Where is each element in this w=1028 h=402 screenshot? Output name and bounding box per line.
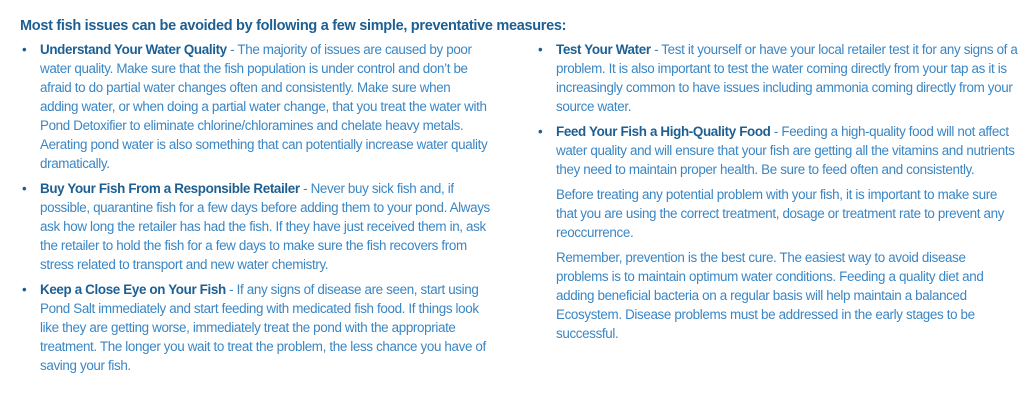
bullet-icon: • — [22, 282, 27, 297]
list-item: • Test Your Water - Test it yourself or h… — [536, 40, 1018, 116]
item-heading: Buy Your Fish From a Responsible Retaile… — [40, 181, 300, 196]
item-heading: Understand Your Water Quality — [40, 42, 227, 57]
item-text: - Test it yourself or have your local re… — [556, 42, 1018, 114]
bullet-icon: • — [538, 124, 543, 139]
list-item: • Buy Your Fish From a Responsible Retail… — [20, 179, 490, 274]
list-item: • Understand Your Water Quality - The maj… — [20, 40, 490, 173]
bullet-icon: • — [538, 42, 543, 57]
bullet-icon: • — [22, 42, 27, 57]
item-text: - Feeding a high-quality food will not a… — [556, 124, 1015, 177]
item-heading: Keep a Close Eye on Your Fish — [40, 282, 226, 297]
paragraph: Remember, prevention is the best cure. T… — [556, 250, 984, 341]
list-item: • Feed Your Fish a High-Quality Food - Fe… — [536, 122, 1018, 179]
item-heading: Test Your Water — [556, 42, 651, 57]
item-heading: Feed Your Fish a High-Quality Food — [556, 124, 771, 139]
left-column: • Understand Your Water Quality - The maj… — [20, 40, 490, 381]
item-text: - Never buy sick fish and, if possible, … — [40, 181, 490, 272]
item-text: - The majority of issues are caused by p… — [40, 42, 488, 171]
list-item: • Keep a Close Eye on Your Fish - If any … — [20, 280, 490, 375]
right-column: • Test Your Water - Test it yourself or h… — [536, 40, 1018, 349]
page-title: Most fish issues can be avoided by follo… — [20, 18, 567, 34]
bullet-icon: • — [22, 181, 27, 196]
item-text: - If any signs of disease are seen, star… — [40, 282, 486, 373]
paragraph: Before treating any potential problem wi… — [556, 187, 1005, 240]
